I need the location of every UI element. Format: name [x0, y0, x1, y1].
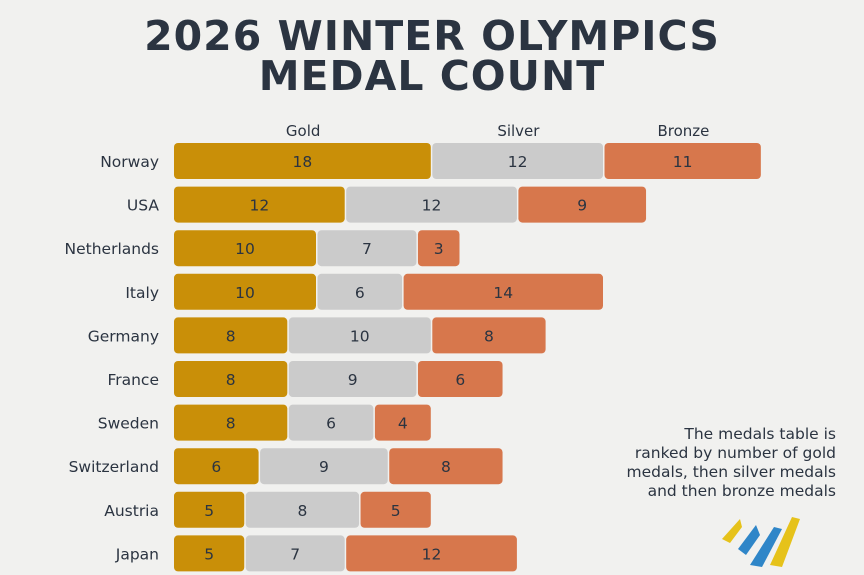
bar-gold: [174, 491, 245, 528]
category-label: Germany: [88, 327, 159, 345]
data-label-gold: 18: [293, 153, 313, 171]
legend-gold: Gold: [286, 122, 321, 140]
data-label-gold: 12: [249, 197, 269, 215]
bar-silver: [346, 186, 517, 223]
bar-silver: [288, 317, 431, 354]
chart-title-line-1: 2026 WINTER OLYMPICS: [144, 12, 720, 60]
data-label-gold: 8: [226, 371, 236, 389]
bar-bronze: [389, 448, 503, 485]
data-label-silver: 7: [362, 240, 372, 258]
bar-bronze: [417, 230, 460, 267]
bar-gold: [174, 273, 316, 310]
data-label-bronze: 8: [484, 327, 494, 345]
bar-bronze: [403, 273, 603, 310]
bar-gold: [174, 186, 345, 223]
category-label: Switzerland: [69, 458, 159, 476]
category-label: Austria: [104, 502, 159, 520]
category-label: Sweden: [98, 415, 159, 433]
category-label: Japan: [115, 545, 159, 563]
data-label-bronze: 4: [398, 415, 408, 433]
bar-gold: [174, 404, 288, 441]
category-label: Netherlands: [65, 240, 159, 258]
data-label-silver: 8: [297, 502, 307, 520]
data-label-bronze: 5: [391, 502, 401, 520]
bar-bronze: [417, 361, 503, 397]
data-label-silver: 7: [290, 545, 300, 563]
data-label-bronze: 11: [673, 153, 693, 171]
data-label-silver: 6: [326, 415, 336, 433]
data-label-bronze: 14: [493, 284, 513, 302]
category-label: France: [107, 371, 159, 389]
ranking-note-line: The medals table is: [684, 425, 836, 443]
bar-gold: [174, 230, 316, 267]
data-label-gold: 5: [204, 502, 214, 520]
olympics-logo-icon: [722, 517, 800, 567]
data-label-gold: 8: [226, 415, 236, 433]
bar-bronze: [432, 317, 546, 354]
data-label-bronze: 6: [455, 371, 465, 389]
category-label: Italy: [125, 284, 159, 302]
bar-gold: [174, 535, 245, 572]
data-label-silver: 9: [319, 458, 329, 476]
bar-bronze: [604, 143, 761, 179]
data-label-bronze: 12: [422, 545, 442, 563]
data-label-silver: 12: [508, 153, 528, 171]
bar-silver: [288, 361, 417, 397]
category-label: USA: [127, 197, 159, 215]
data-label-gold: 5: [204, 545, 214, 563]
bar-silver: [432, 143, 603, 179]
bar-gold: [174, 317, 288, 354]
legend-bronze: Bronze: [657, 122, 709, 140]
bar-bronze: [346, 535, 517, 572]
chart-title-line-2: MEDAL COUNT: [258, 52, 606, 100]
data-label-gold: 8: [226, 327, 236, 345]
bar-gold: [174, 143, 431, 179]
ranking-note-line: medals, then silver medals: [626, 463, 836, 481]
bar-silver: [317, 230, 417, 267]
bar-silver: [317, 273, 403, 310]
ranking-note-line: ranked by number of gold: [634, 444, 836, 462]
ranking-note: The medals table is ranked by number of …: [536, 425, 836, 501]
data-label-silver: 12: [422, 197, 442, 215]
data-label-bronze: 9: [577, 197, 587, 215]
ranking-note-line: and then bronze medals: [647, 482, 836, 500]
data-label-bronze: 8: [441, 458, 451, 476]
bar-silver: [260, 448, 388, 485]
data-label-gold: 6: [211, 458, 221, 476]
bar-silver: [288, 404, 374, 441]
category-label: Norway: [100, 153, 159, 171]
bar-bronze: [360, 491, 431, 528]
bar-gold: [174, 361, 288, 397]
data-label-silver: 10: [350, 327, 370, 345]
bar-bronze: [374, 404, 431, 441]
data-label-gold: 10: [235, 284, 255, 302]
legend-silver: Silver: [497, 122, 540, 140]
data-label-silver: 6: [355, 284, 365, 302]
bar-silver: [245, 535, 345, 572]
data-label-silver: 9: [348, 371, 358, 389]
bar-silver: [245, 491, 360, 528]
data-label-gold: 10: [235, 240, 255, 258]
data-label-bronze: 3: [434, 240, 444, 258]
bar-bronze: [518, 186, 647, 223]
bar-gold: [174, 448, 259, 485]
